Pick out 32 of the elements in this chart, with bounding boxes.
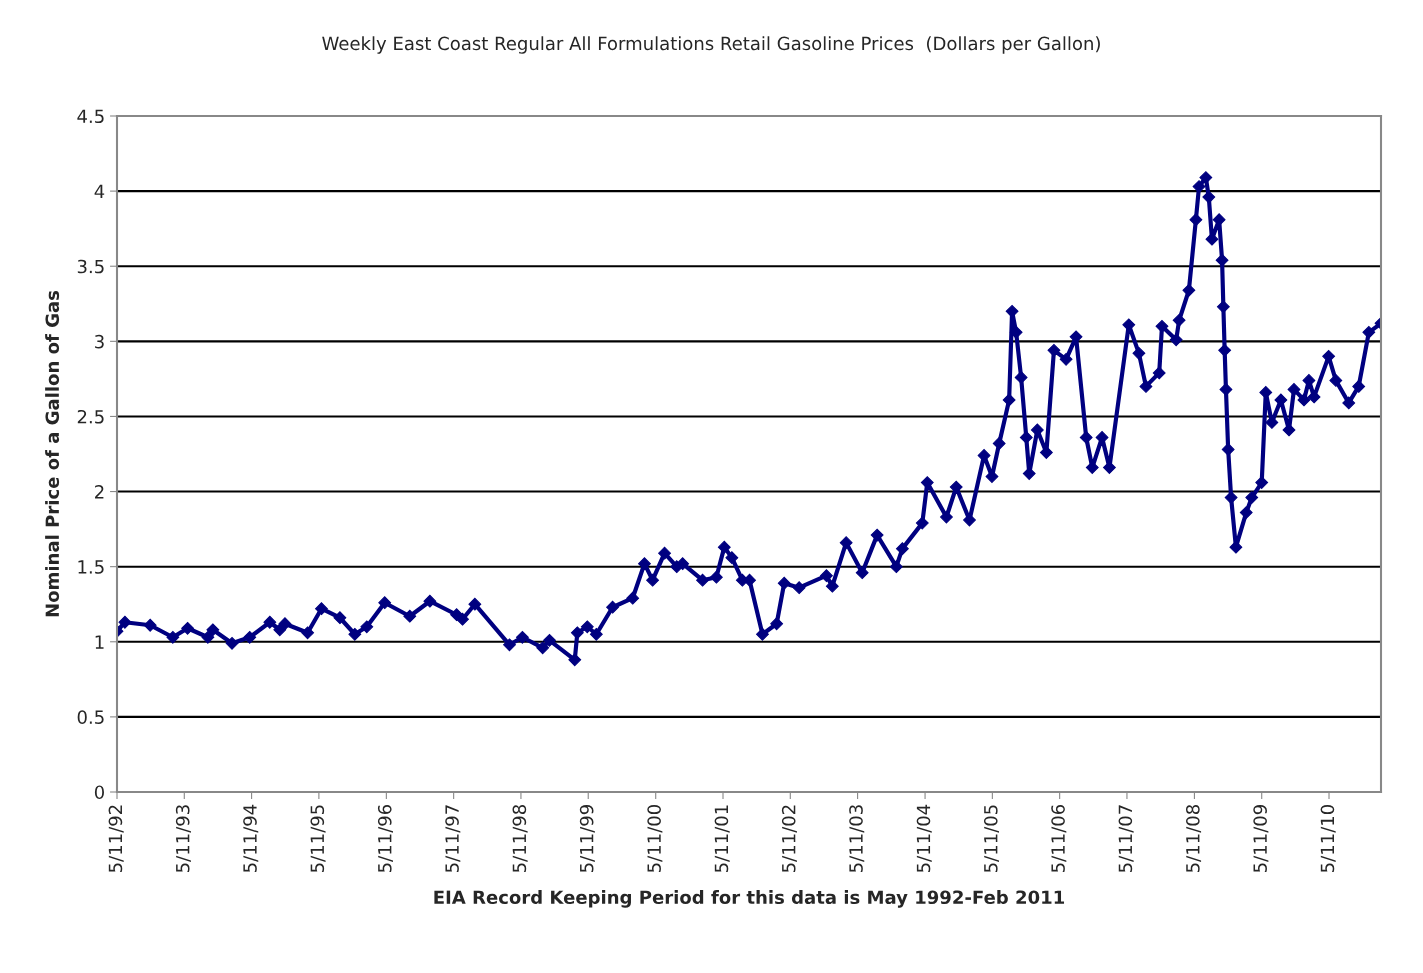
x-tick-label: 5/11/09 [1253, 805, 1269, 873]
x-tick-label: 5/11/00 [647, 805, 663, 873]
x-axis-title: EIA Record Keeping Period for this data is May 1992-Feb 2011 [434, 890, 1065, 908]
x-tick-label: 5/11/10 [1320, 805, 1336, 873]
x-tick-label: 5/11/98 [512, 805, 528, 873]
chart-title: Weekly East Coast Regular All Formulations Retail Gasoline Prices (Dollars per Gallon) [322, 36, 1100, 54]
x-tick-label: 5/11/01 [714, 805, 730, 873]
y-tick-label: 4.5 [77, 109, 104, 124]
x-tick-label: 5/11/94 [243, 804, 259, 873]
x-tick-label: 5/11/92 [108, 805, 124, 873]
x-tick-label: 5/11/03 [849, 805, 865, 873]
y-tick-label: 3 [95, 334, 104, 349]
x-tick-label: 5/11/97 [445, 805, 461, 873]
x-tick-label: 5/11/95 [310, 805, 326, 873]
y-tick-label: 3.5 [77, 259, 104, 274]
y-tick-label: 1 [95, 635, 104, 649]
y-tick-label: 2 [95, 485, 104, 499]
y-tick-label: 0.5 [77, 710, 104, 725]
y-tick-label: 4 [94, 184, 105, 198]
x-tick-label: 5/11/08 [1186, 805, 1202, 873]
x-tick-label: 5/11/93 [175, 805, 191, 873]
x-tick-label: 5/11/02 [781, 805, 797, 873]
y-tick-label: 2.5 [77, 409, 104, 424]
x-tick-label: 5/11/05 [983, 805, 1000, 873]
y-axis-title: Nominal Price of a Gallon of Gas [45, 290, 60, 617]
y-tick-label: 1.5 [78, 560, 104, 574]
x-tick-label: 5/11/04 [916, 804, 932, 873]
y-tick-label: 0 [94, 785, 104, 800]
x-tick-label: 5/11/96 [377, 804, 394, 873]
x-tick-label: 5/11/07 [1118, 805, 1134, 873]
x-tick-label: 5/11/99 [579, 805, 595, 873]
x-tick-label: 5/11/06 [1051, 804, 1067, 873]
